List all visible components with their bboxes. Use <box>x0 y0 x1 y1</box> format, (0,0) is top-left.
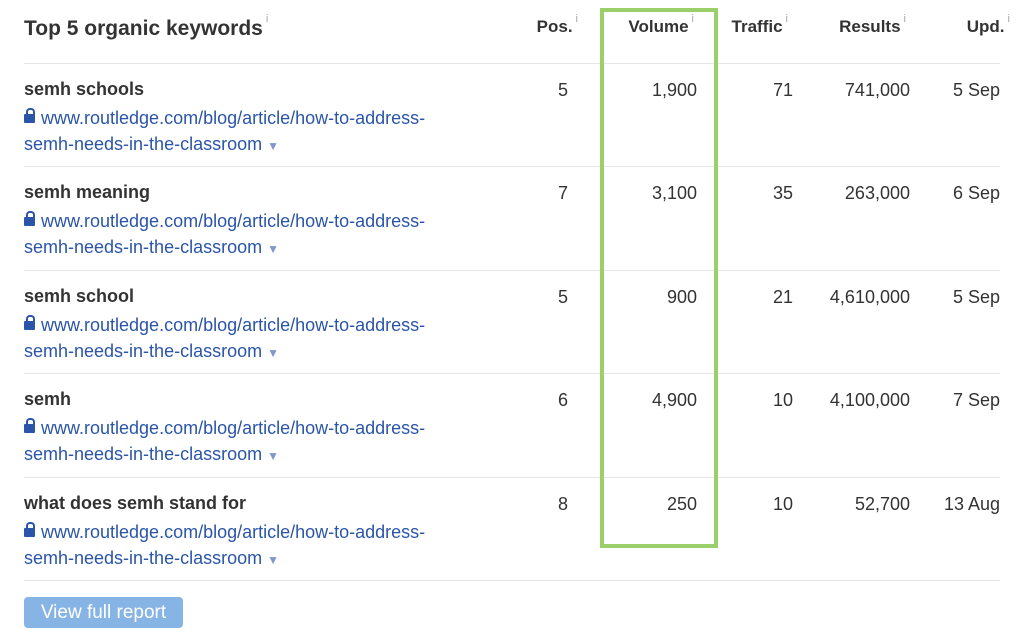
url-text[interactable]: www.routledge.com/blog/article/how-to-ad… <box>41 211 426 231</box>
col-label: Results <box>839 17 901 36</box>
pos-value: 5 <box>557 80 568 100</box>
lock-icon <box>24 108 35 123</box>
url-text[interactable]: semh-needs-in-the-classroom <box>24 237 263 257</box>
keyword[interactable]: semh school <box>24 286 135 306</box>
lock-icon <box>24 418 35 433</box>
lock-icon <box>24 522 35 537</box>
section-title: Top 5 organic keywords i <box>24 13 268 41</box>
traffic-value: 71 <box>772 80 793 100</box>
table-header: Top 5 organic keywords i Pos. i Volume i Tr… <box>0 0 1024 63</box>
col-volume[interactable]: Volume i <box>628 13 694 37</box>
url-text[interactable]: www.routledge.com/blog/article/how-to-ad… <box>41 522 426 542</box>
pos-value: 6 <box>557 390 568 410</box>
col-pos[interactable]: Pos. i <box>536 13 578 37</box>
row-divider <box>24 166 1000 167</box>
url-text[interactable]: www.routledge.com/blog/article/how-to-ad… <box>41 418 426 438</box>
caret-down-icon[interactable]: ▼ <box>267 346 279 360</box>
updated-value: 7 Sep <box>952 390 1000 410</box>
url-link[interactable]: www.routledge.com/blog/article/how-to-ad… <box>24 312 494 366</box>
url-link[interactable]: www.routledge.com/blog/article/how-to-ad… <box>24 519 494 573</box>
caret-down-icon[interactable]: ▼ <box>267 242 279 256</box>
volume-value: 900 <box>666 287 697 307</box>
info-icon[interactable]: i <box>785 13 788 25</box>
url-text[interactable]: semh-needs-in-the-classroom <box>24 134 263 154</box>
row-divider <box>24 270 1000 271</box>
table-row: semh www.routledge.com/blog/article/how-… <box>0 373 1024 476</box>
url-text[interactable]: semh-needs-in-the-classroom <box>24 444 263 464</box>
keyword[interactable]: semh schools <box>24 79 145 99</box>
col-traffic[interactable]: Traffic i <box>731 13 788 37</box>
col-results[interactable]: Results i <box>839 13 906 37</box>
traffic-value: 35 <box>772 183 793 203</box>
url-link[interactable]: www.routledge.com/blog/article/how-to-ad… <box>24 415 494 469</box>
info-icon[interactable]: i <box>691 13 694 25</box>
traffic-value: 21 <box>772 287 793 307</box>
caret-down-icon[interactable]: ▼ <box>267 139 279 153</box>
url-link[interactable]: www.routledge.com/blog/article/how-to-ad… <box>24 105 494 159</box>
row-divider <box>24 580 1000 581</box>
traffic-value: 10 <box>772 494 793 514</box>
pos-value: 5 <box>557 287 568 307</box>
info-icon[interactable]: i <box>1007 13 1010 25</box>
table-row: semh schools www.routledge.com/blog/arti… <box>0 63 1024 166</box>
results-value: 4,100,000 <box>829 390 910 410</box>
lock-icon <box>24 315 35 330</box>
volume-value: 4,900 <box>651 390 697 410</box>
row-divider <box>24 477 1000 478</box>
info-icon[interactable]: i <box>575 13 578 25</box>
table-row: semh meaning www.routledge.com/blog/arti… <box>0 166 1024 269</box>
keyword[interactable]: semh meaning <box>24 182 151 202</box>
results-value: 741,000 <box>844 80 910 100</box>
caret-down-icon[interactable]: ▼ <box>267 553 279 567</box>
url-link[interactable]: www.routledge.com/blog/article/how-to-ad… <box>24 208 494 262</box>
updated-value: 5 Sep <box>952 80 1000 100</box>
results-value: 4,610,000 <box>829 287 910 307</box>
view-full-report-button[interactable]: View full report <box>24 597 183 628</box>
volume-value: 1,900 <box>651 80 697 100</box>
lock-icon <box>24 211 35 226</box>
table-row: what does semh stand for www.routledge.c… <box>0 477 1024 580</box>
volume-value: 3,100 <box>651 183 697 203</box>
url-text[interactable]: www.routledge.com/blog/article/how-to-ad… <box>41 108 426 128</box>
updated-value: 6 Sep <box>952 183 1000 203</box>
title-text: Top 5 organic keywords <box>24 17 263 40</box>
traffic-value: 10 <box>772 390 793 410</box>
info-icon[interactable]: i <box>265 13 269 25</box>
col-label: Traffic <box>731 17 783 36</box>
caret-down-icon[interactable]: ▼ <box>267 449 279 463</box>
results-value: 52,700 <box>854 494 910 514</box>
updated-value: 13 Aug <box>943 494 1000 514</box>
pos-value: 7 <box>557 183 568 203</box>
url-text[interactable]: www.routledge.com/blog/article/how-to-ad… <box>41 315 426 335</box>
updated-value: 5 Sep <box>952 287 1000 307</box>
url-text[interactable]: semh-needs-in-the-classroom <box>24 341 263 361</box>
col-label: Upd. <box>966 17 1005 36</box>
volume-highlight-box <box>600 8 718 548</box>
pos-value: 8 <box>557 494 568 514</box>
col-label: Pos. <box>536 17 573 36</box>
row-divider <box>24 63 1000 64</box>
col-label: Volume <box>628 17 689 36</box>
keyword[interactable]: what does semh stand for <box>24 493 247 513</box>
keyword[interactable]: semh <box>24 389 72 409</box>
results-value: 263,000 <box>844 183 910 203</box>
table-row: semh school www.routledge.com/blog/artic… <box>0 270 1024 373</box>
row-divider <box>24 373 1000 374</box>
url-text[interactable]: semh-needs-in-the-classroom <box>24 548 263 568</box>
info-icon[interactable]: i <box>903 13 906 25</box>
col-upd[interactable]: Upd. i <box>966 13 1010 37</box>
volume-value: 250 <box>666 494 697 514</box>
